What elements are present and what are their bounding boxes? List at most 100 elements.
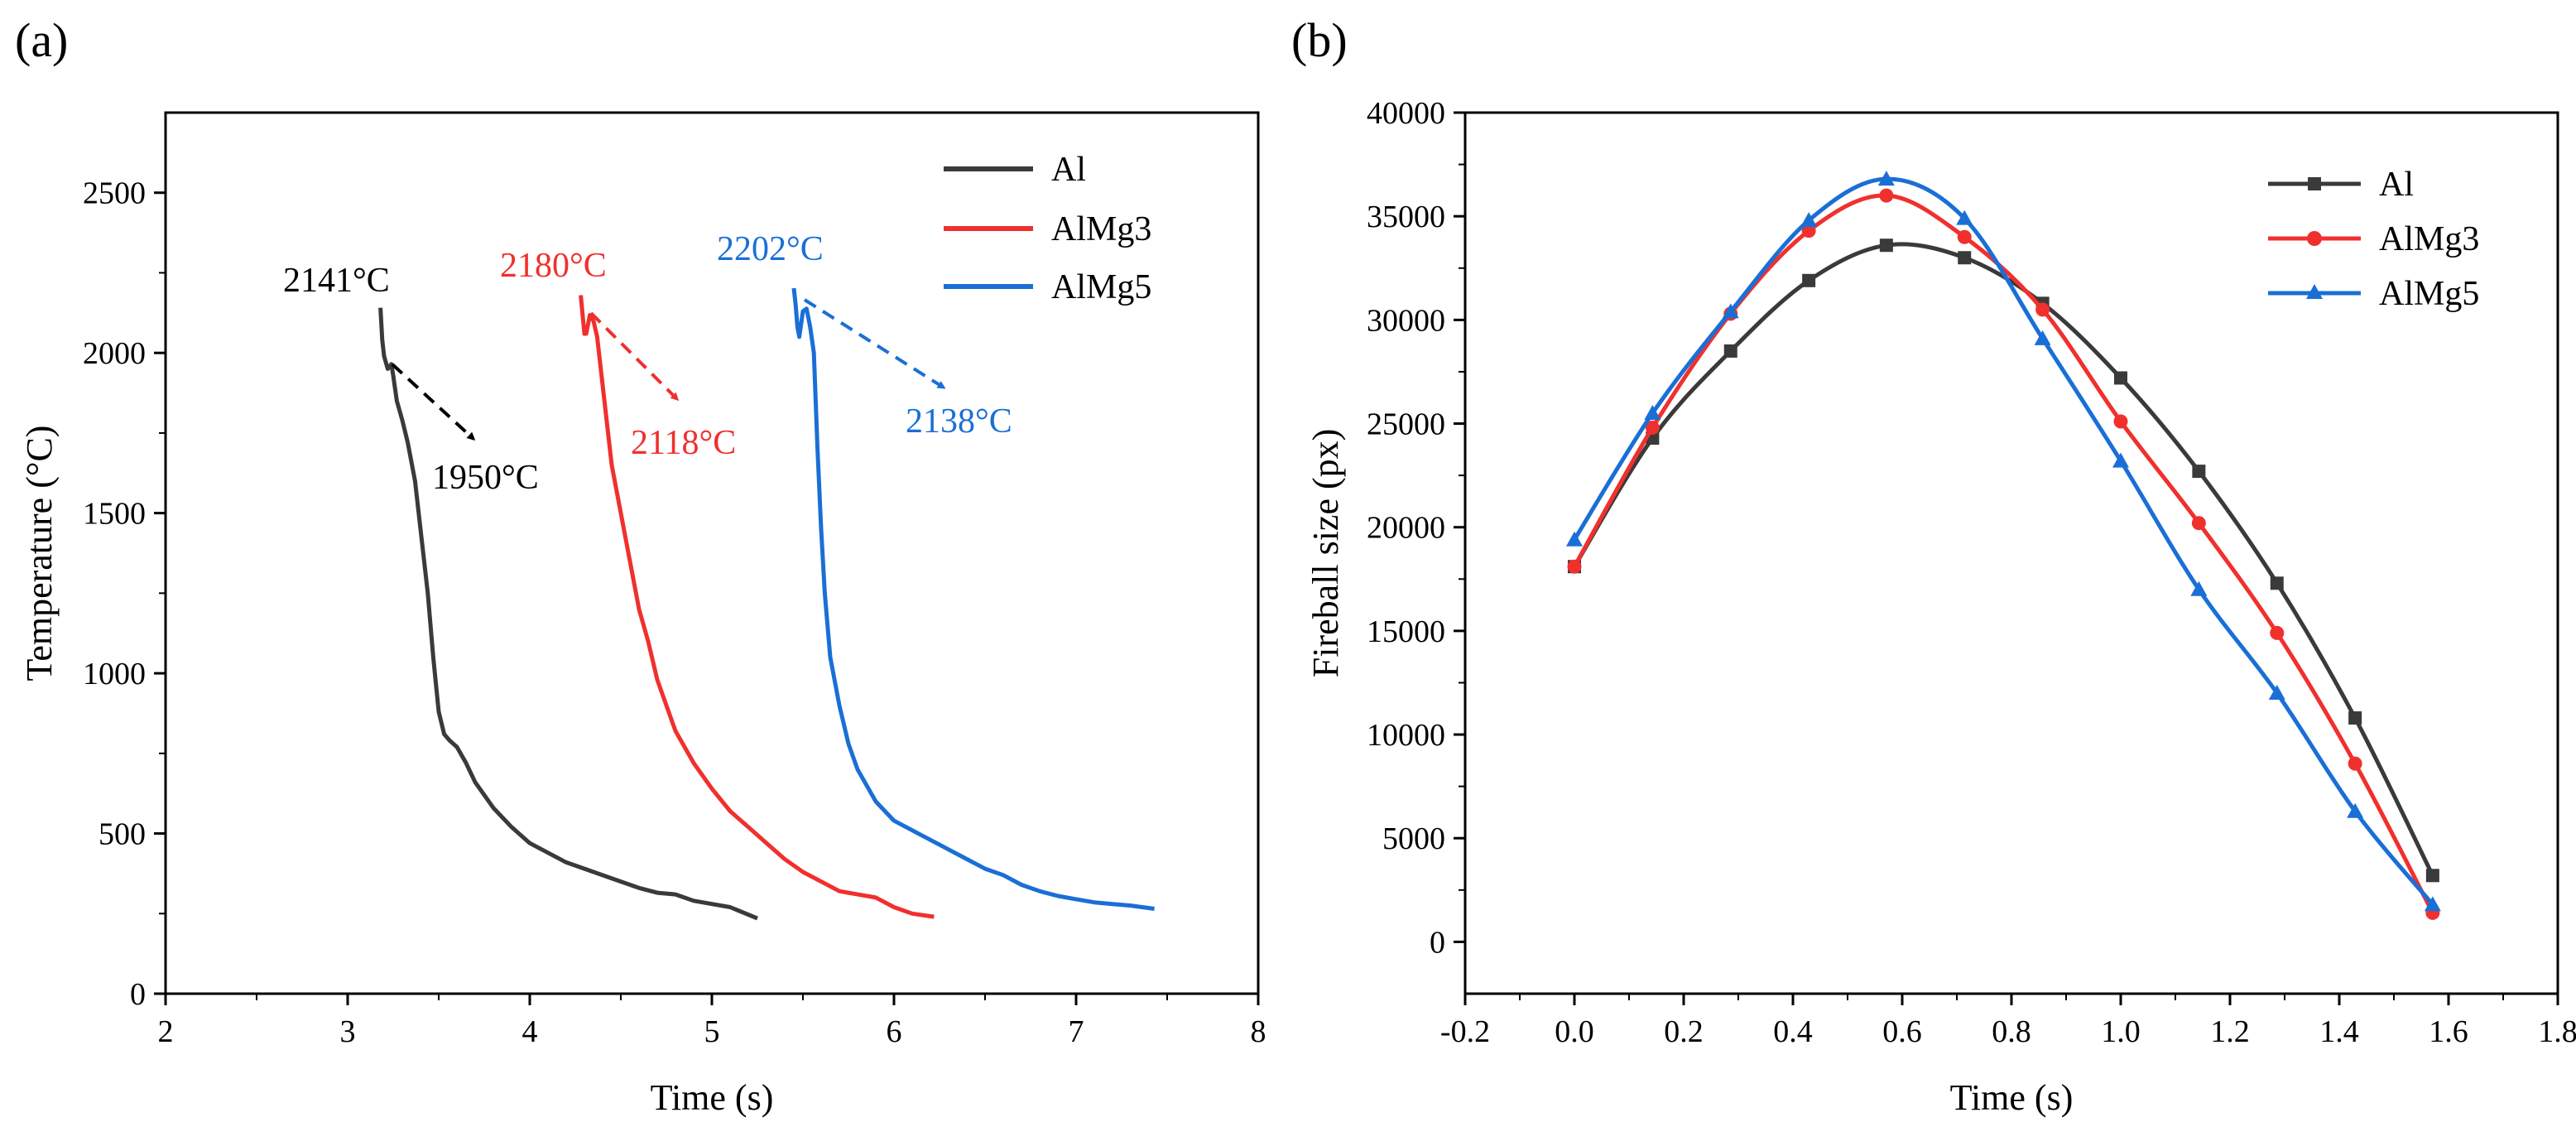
data-point-almg5 bbox=[1800, 212, 1818, 228]
annotation-al-drop: 1950°C bbox=[432, 459, 539, 497]
series-line-almg3 bbox=[579, 295, 935, 919]
panel-b-x-tick-label: 1.6 bbox=[2429, 1014, 2468, 1049]
panel-a-x-tick-label: 4 bbox=[522, 1014, 538, 1049]
data-point-almg3 bbox=[1879, 188, 1894, 203]
data-point-almg3 bbox=[2270, 625, 2285, 640]
panel-a-y-tick-label: 0 bbox=[130, 977, 146, 1012]
panel-a-y-tick-label: 2000 bbox=[83, 336, 146, 371]
panel-b-x-tick-label: 1.8 bbox=[2538, 1014, 2576, 1049]
panel-a-y-axis-title: Temperature (°C) bbox=[19, 426, 60, 681]
panel-b-y-ticks: 0 5000 10000 15000 20000 25000 30000 35000 40000 bbox=[1367, 96, 1465, 960]
panel-a-x-tick-label: 2 bbox=[158, 1014, 174, 1049]
legend-b-marker-almg5 bbox=[2306, 284, 2323, 299]
data-point-almg5 bbox=[1722, 303, 1739, 319]
data-point-almg3 bbox=[1801, 224, 1816, 238]
panel-a-y-tick-label: 1500 bbox=[83, 497, 146, 532]
data-point-almg3 bbox=[2035, 302, 2050, 317]
legend-b-label-almg3: AlMg3 bbox=[2379, 220, 2479, 258]
panel-b-x-tick-label: 1.2 bbox=[2210, 1014, 2250, 1049]
data-point-almg3 bbox=[1567, 559, 1582, 574]
annotation-almg5-drop: 2138°C bbox=[906, 402, 1012, 441]
data-point-almg5 bbox=[2268, 684, 2285, 700]
legend-b-marker-almg3 bbox=[2307, 231, 2322, 246]
panel-a-y-tick-label: 2500 bbox=[83, 176, 146, 211]
panel-a-series bbox=[378, 287, 1155, 921]
panel-b-y-tick-label: 25000 bbox=[1367, 407, 1445, 442]
panel-b-y-tick-label: 5000 bbox=[1382, 821, 1445, 856]
panel-a-y-ticks: 0 500 1000 1500 2000 2500 bbox=[83, 176, 166, 1012]
data-point-almg5 bbox=[2112, 452, 2129, 468]
panel-b-x-tick-label: -0.2 bbox=[1440, 1014, 1490, 1049]
annotation-almg3-peak: 2180°C bbox=[500, 247, 607, 285]
legend-b-label-almg5: AlMg5 bbox=[2379, 275, 2479, 313]
panel-b-x-tick-label: 0.0 bbox=[1555, 1014, 1594, 1049]
legend-a-label-al: Al bbox=[1051, 151, 1086, 189]
panel-a-x-ticks: 2 3 4 5 6 7 8 bbox=[158, 994, 1266, 1049]
legend-a-label-almg5: AlMg5 bbox=[1051, 268, 1151, 306]
data-point-al bbox=[2348, 711, 2362, 725]
arrow-al bbox=[391, 363, 476, 441]
series-line-almg5 bbox=[1572, 176, 2434, 906]
annotation-al-peak: 2141°C bbox=[283, 262, 390, 300]
panel-b-x-tick-label: 0.6 bbox=[1882, 1014, 1922, 1049]
data-point-almg3 bbox=[1645, 421, 1660, 436]
data-point-almg5 bbox=[1877, 171, 1895, 186]
panel-b: (b) -0.2 0.0 0.2 0.4 0.6 0.8 1.0 1.2 1.4 1.6 1.8 0… bbox=[1291, 13, 2576, 1118]
panel-b-x-axis-title: Time (s) bbox=[1950, 1077, 2074, 1118]
panel-b-x-tick-label: 0.4 bbox=[1773, 1014, 1813, 1049]
panel-b-y-tick-label: 0 bbox=[1430, 925, 1445, 960]
panel-a-x-tick-label: 3 bbox=[340, 1014, 356, 1049]
annotation-almg3-drop: 2118°C bbox=[631, 424, 736, 462]
data-point-almg5 bbox=[1644, 405, 1661, 421]
data-point-almg5 bbox=[2347, 802, 2364, 818]
panel-b-y-tick-label: 10000 bbox=[1367, 718, 1445, 753]
data-point-al bbox=[2270, 576, 2284, 590]
panel-b-y-axis-title: Fireball size (px) bbox=[1305, 429, 1346, 678]
panel-b-x-ticks: -0.2 0.0 0.2 0.4 0.6 0.8 1.0 1.2 1.4 1.6 1.8 bbox=[1440, 994, 2576, 1049]
data-point-almg5 bbox=[2034, 330, 2051, 345]
arrow-almg5 bbox=[803, 298, 946, 389]
panel-b-series bbox=[1566, 171, 2441, 920]
legend-a-label-almg3: AlMg3 bbox=[1051, 210, 1151, 248]
panel-b-x-tick-label: 1.0 bbox=[2101, 1014, 2141, 1049]
panel-b-x-tick-label: 0.8 bbox=[1992, 1014, 2031, 1049]
data-point-almg5 bbox=[2190, 580, 2208, 596]
series-line-al bbox=[1572, 242, 2435, 877]
panel-a: (a) 2 3 4 5 6 7 8 0 500 1000 1500 2000 2500 Time (s… bbox=[15, 13, 1266, 1118]
panel-a-legend: Al AlMg3 AlMg5 bbox=[944, 151, 1151, 306]
data-point-al bbox=[1723, 344, 1737, 358]
data-point-almg5 bbox=[1566, 531, 1583, 547]
panel-a-x-tick-label: 6 bbox=[887, 1014, 902, 1049]
data-point-almg3 bbox=[2348, 756, 2362, 771]
panel-a-x-tick-label: 8 bbox=[1251, 1014, 1266, 1049]
panel-b-y-tick-label: 20000 bbox=[1367, 511, 1445, 546]
series-line-al bbox=[378, 307, 758, 921]
panel-a-y-tick-label: 500 bbox=[99, 817, 146, 852]
data-point-almg5 bbox=[2424, 896, 2441, 912]
data-point-al bbox=[1958, 251, 1972, 265]
panel-a-x-tick-label: 7 bbox=[1069, 1014, 1084, 1049]
data-point-almg3 bbox=[1957, 229, 1972, 244]
data-point-al bbox=[2114, 371, 2127, 385]
panel-b-y-tick-label: 35000 bbox=[1367, 200, 1445, 234]
panel-b-y-tick-label: 30000 bbox=[1367, 303, 1445, 338]
panel-a-y-tick-label: 1000 bbox=[83, 657, 146, 691]
panel-b-legend: Al AlMg3 AlMg5 bbox=[2268, 166, 2479, 313]
panel-a-x-tick-label: 5 bbox=[704, 1014, 720, 1049]
legend-b-marker-al bbox=[2308, 177, 2321, 190]
data-point-al bbox=[2425, 869, 2439, 883]
panel-b-label: (b) bbox=[1291, 13, 1348, 67]
legend-b-label-al: Al bbox=[2379, 166, 2414, 204]
panel-a-x-axis-title: Time (s) bbox=[651, 1077, 774, 1118]
panel-a-label: (a) bbox=[15, 13, 68, 67]
data-point-al bbox=[1802, 273, 1816, 287]
data-point-almg3 bbox=[2113, 414, 2128, 429]
panel-b-y-tick-label: 40000 bbox=[1367, 96, 1445, 131]
data-point-al bbox=[2192, 465, 2206, 479]
panel-b-y-tick-label: 15000 bbox=[1367, 614, 1445, 649]
data-point-almg5 bbox=[1956, 210, 1973, 225]
data-point-al bbox=[1879, 238, 1893, 253]
series-line-almg5 bbox=[791, 287, 1155, 911]
panel-b-x-tick-label: 1.4 bbox=[2319, 1014, 2359, 1049]
